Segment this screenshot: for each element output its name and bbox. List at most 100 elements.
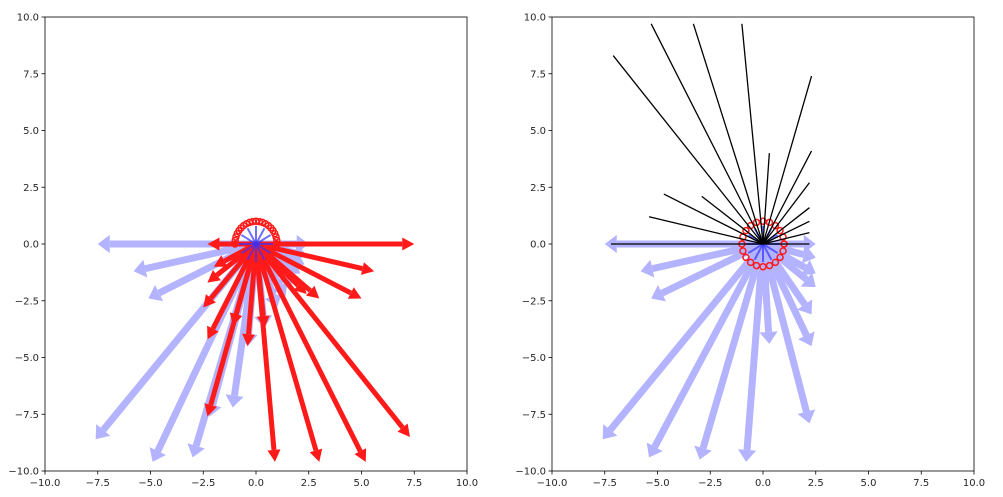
right-series-0-arrow-6-shaft (759, 243, 810, 413)
right-series-0-arrow-13-head (640, 259, 655, 278)
right-series-0-arrow-10 (646, 242, 767, 458)
left-ytick-label-4: 0.0 (23, 240, 39, 251)
right-series-0-arrow-6 (759, 243, 816, 424)
left-series-1-arrow-5-shaft (254, 242, 405, 430)
right-series-1-marker-8 (742, 226, 750, 235)
left-series-0-arrow-15 (133, 240, 257, 278)
left-marks-clipped (95, 217, 415, 462)
left-series-0-arrow-15-shaft (144, 240, 257, 273)
left-series-1-inner-spoke-8 (246, 243, 257, 261)
left-ytick-label-1: −7.5 (15, 410, 39, 421)
left-series-1-arrow-6-shaft (253, 242, 363, 453)
left-plot-area (95, 217, 415, 462)
right-marks-clipped (602, 23, 816, 462)
left-series-1-arrow-7 (253, 243, 323, 462)
right-series-2-line-14 (701, 195, 764, 245)
left-xtick-label-5: 2.5 (301, 478, 317, 489)
right-ytick-label-6: 5.0 (530, 126, 546, 137)
right-series-2-line-12 (663, 193, 764, 245)
left-series-1-inner-spoke-4 (246, 227, 257, 245)
right-xtick-label-4: 0.0 (755, 478, 771, 489)
left-series-1-arrow-7-head (309, 448, 323, 462)
right-series-0-arrow-9-shaft (699, 243, 767, 450)
right-ytick-label-0: −10.0 (515, 467, 546, 478)
right-series-2-line-5 (762, 150, 813, 245)
right-series-2-line-11 (612, 55, 764, 245)
right-series-1-inner-spoke-8 (753, 243, 764, 261)
right-series-2-line-13 (648, 216, 764, 245)
right-series-1-inner-spoke-7 (747, 243, 764, 254)
left-series-1-arrow-1-shaft (255, 241, 364, 271)
right-xtick-label-8: 10.0 (963, 478, 985, 489)
left-ytick-label-2: −5.0 (15, 353, 39, 364)
right-xtick-label-6: 5.0 (861, 478, 877, 489)
left-ytick-label-8: 10.0 (17, 13, 39, 24)
right-series-0-arrow-8-shaft (743, 243, 767, 451)
left-series-1-arrow-6-head (354, 448, 367, 462)
left-chart-panel: −10.0 −7.5 −5.0 −2.5 0.0 2.5 5.0 7.5 10.0 −10.0 −7… (8, 13, 478, 490)
right-plot-area (602, 23, 816, 462)
right-series-2-line-7 (762, 153, 770, 245)
left-series-1-arrow-10-head (242, 333, 256, 347)
right-series-1-inner-spoke-10 (762, 243, 773, 261)
left-series-1-arrow-2-shaft (254, 241, 352, 296)
right-xtick-label-3: −2.5 (698, 478, 722, 489)
left-series-0-arrow-13-head (95, 424, 111, 440)
left-series-1-marker-20 (231, 240, 239, 248)
left-series-1-arrow-12-head (204, 403, 217, 417)
left-series-0-arrow-14-head (148, 284, 164, 302)
left-ytick-label-3: −2.5 (15, 296, 39, 307)
right-series-2-line-6 (762, 75, 813, 245)
right-series-1-marker-2 (776, 226, 784, 235)
right-series-1-marker-16 (765, 261, 774, 270)
left-series-1-marker-0 (273, 240, 281, 248)
left-series-1-arrow-1 (255, 241, 375, 275)
left-series-1-marker-18 (232, 233, 240, 241)
right-series-0-arrow-11-shaft (607, 241, 766, 433)
right-series-0-arrow-8 (737, 243, 767, 462)
left-xtick-label-4: 0.0 (248, 478, 264, 489)
right-series-0-arrow-10-shaft (651, 242, 767, 449)
left-series-1-inner-spoke-1 (255, 234, 272, 245)
left-series-1-arrow-10 (242, 243, 259, 347)
right-series-0-arrow-5-head (798, 331, 815, 347)
right-series-2-line-1 (762, 232, 810, 245)
left-series-1-arrow-12-shaft (208, 243, 259, 406)
right-series-0-arrow-1-head (801, 245, 816, 264)
left-series-0-arrow-9-head (225, 394, 244, 408)
left-series-1-marker-1 (273, 236, 281, 245)
right-series-1-marker-13 (746, 258, 755, 267)
left-series-1-arrow-14-head (203, 294, 216, 308)
left-series-1-arrow-15-head (207, 270, 221, 283)
left-xtick-label-7: 7.5 (406, 478, 422, 489)
left-series-1-arrow-5-head (397, 423, 411, 437)
right-xtick-label-1: −7.5 (593, 478, 617, 489)
right-ytick-label-7: 7.5 (530, 69, 546, 80)
right-series-0-arrow-7-head (759, 331, 778, 344)
right-series-1-marker-17 (771, 258, 780, 267)
right-series-1-marker-19 (779, 247, 787, 255)
right-ytick-label-4: 0.0 (530, 240, 546, 251)
left-series-1-arrow-8-head (267, 449, 281, 462)
left-series-0-arrow-16-head (97, 234, 110, 254)
right-series-1-marker-12 (742, 253, 750, 262)
right-axis-ticks: −10.0 −7.5 −5.0 −2.5 0.0 2.5 5.0 7.5 10.0 −10.0 −7… (515, 13, 985, 490)
left-series-1-arrow-2 (254, 241, 362, 299)
left-ytick-label-6: 5.0 (23, 126, 39, 137)
left-series-0-arrow-15-head (133, 259, 148, 278)
right-xtick-label-0: −10.0 (537, 478, 568, 489)
left-series-1-arrow-1-head (361, 262, 375, 275)
right-series-0-arrow-9-head (694, 445, 712, 460)
left-series-1-inner-spoke-11 (255, 243, 272, 254)
right-series-0-arrow-12-head (651, 285, 666, 302)
right-ytick-label-1: −7.5 (522, 410, 546, 421)
right-xtick-label-2: −5.0 (645, 478, 669, 489)
right-series-0-arrow-9 (694, 243, 767, 460)
right-series-2-line-8 (741, 23, 764, 245)
right-ytick-label-3: −2.5 (522, 296, 546, 307)
right-series-2-line-3 (762, 207, 810, 245)
left-xtick-label-3: −2.5 (191, 478, 215, 489)
left-series-1-arrow-4-head (293, 280, 307, 294)
right-series-2-line-9 (692, 23, 764, 245)
